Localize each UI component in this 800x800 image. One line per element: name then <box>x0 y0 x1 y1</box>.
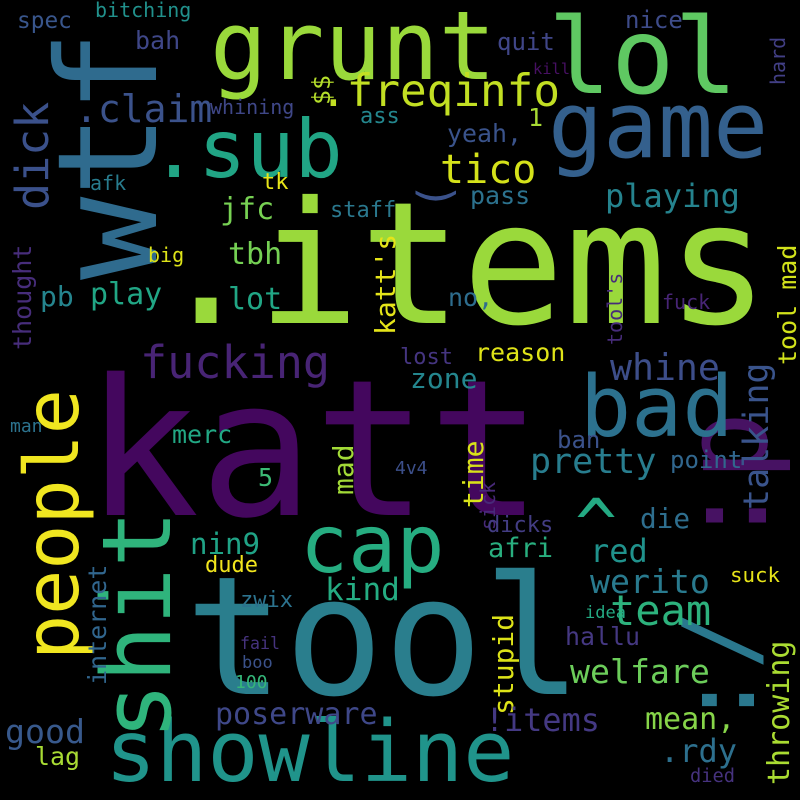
word-bitching: bitching <box>95 0 192 22</box>
word-internet: internet <box>83 564 112 685</box>
word-nice: nice <box>625 6 683 34</box>
word-stupid: stupid <box>487 613 520 715</box>
word-fucking: fucking <box>140 336 331 389</box>
word-die: die <box>640 502 691 535</box>
word-grunt: grunt <box>210 0 496 102</box>
word-ban: ban <box>557 426 601 454</box>
word-1: 1 <box>528 103 544 132</box>
word-whine: whine <box>610 346 720 389</box>
word-yeah: yeah, <box>447 119 522 148</box>
word-dude: dude <box>205 553 258 578</box>
word-100: 100 <box>235 672 268 693</box>
word-dick: dick <box>6 101 59 210</box>
word-pretty: pretty <box>530 442 657 482</box>
word-cap: cap <box>300 498 445 591</box>
word-point: point <box>670 446 743 474</box>
word-katt: katt <box>85 339 543 560</box>
word-man: man <box>10 416 43 437</box>
word-werito: werito <box>590 562 710 601</box>
word-sub: .sub <box>150 103 343 196</box>
word-good: good <box>5 712 85 751</box>
word-bah: bah <box>135 26 181 55</box>
word-game: game <box>548 72 769 179</box>
word-dicks: dicks <box>487 513 554 538</box>
word-fuck: fuck <box>662 290 711 314</box>
word-lot: lot <box>228 282 283 317</box>
word-jfc: jfc <box>220 192 275 227</box>
word-fail: fail <box>240 634 280 653</box>
word-zone: zone <box>410 362 478 395</box>
word-afri: afri <box>488 533 554 564</box>
word-playing: playing <box>605 177 740 215</box>
word-lol: lol <box>548 0 738 118</box>
word-kind: kind <box>325 572 400 608</box>
word-ass: ass <box>360 104 400 129</box>
word-tool-mad: tool mad <box>773 244 800 365</box>
word-pass: pass <box>470 181 531 210</box>
word-whining: whining <box>210 95 295 119</box>
word-lag: lag <box>35 742 80 771</box>
word-tk: tk <box>262 170 289 195</box>
word-staff: staff <box>330 198 397 223</box>
word-claim: .claim <box>75 87 213 131</box>
word-died: died <box>690 766 736 787</box>
word-thought: thought <box>8 244 37 350</box>
word-mean: mean, <box>645 702 736 737</box>
word-dollars: $$ <box>307 75 336 105</box>
word-4v4: 4v4 <box>395 458 428 479</box>
word-pb: pb <box>40 280 74 313</box>
word-idea: idea <box>585 603 626 623</box>
word-quit: quit <box>497 28 555 56</box>
word-tools: tool's <box>603 272 627 345</box>
word-tbh: tbh <box>228 237 283 272</box>
word-zwix: zwix <box>240 588 293 613</box>
word-big: big <box>148 243 185 267</box>
word-katts: katt's <box>369 233 402 335</box>
word-red: red <box>590 532 648 570</box>
word-items: .items <box>155 166 770 364</box>
word-bang-items: !items <box>485 702 600 739</box>
word-bad: bad <box>580 358 734 457</box>
word-mad: mad <box>327 444 360 495</box>
word-lost: lost <box>400 345 453 370</box>
word-reason: reason <box>475 338 566 367</box>
word-tool: tool <box>185 541 583 733</box>
word-talking: talking <box>737 362 777 510</box>
word-play: play <box>90 277 163 312</box>
word-hallu: hallu <box>565 622 640 651</box>
word-tico: tico <box>440 147 537 193</box>
word-suck: suck <box>730 563 781 587</box>
word-nin9: nin9 <box>190 527 261 561</box>
word-throwing: throwing <box>762 640 797 786</box>
word-spec: spec <box>17 8 72 34</box>
word-team: team <box>610 586 712 635</box>
word-afk: afk <box>90 171 127 195</box>
word-showline: showline <box>105 703 515 800</box>
word-hard: hard <box>766 36 790 85</box>
word-merc: merc <box>172 420 233 449</box>
word-no: no, <box>448 283 494 312</box>
word-kill: kill <box>533 60 571 78</box>
word-poserware: poserware <box>215 697 378 732</box>
word-welfare: welfare <box>570 652 710 691</box>
word-boo: boo <box>242 653 273 673</box>
word-5: 5 <box>258 463 274 492</box>
word-rdy: .rdy <box>660 732 738 770</box>
word-caret: ^ <box>575 484 618 566</box>
word-freqinfo: .freqinfo <box>320 66 561 117</box>
